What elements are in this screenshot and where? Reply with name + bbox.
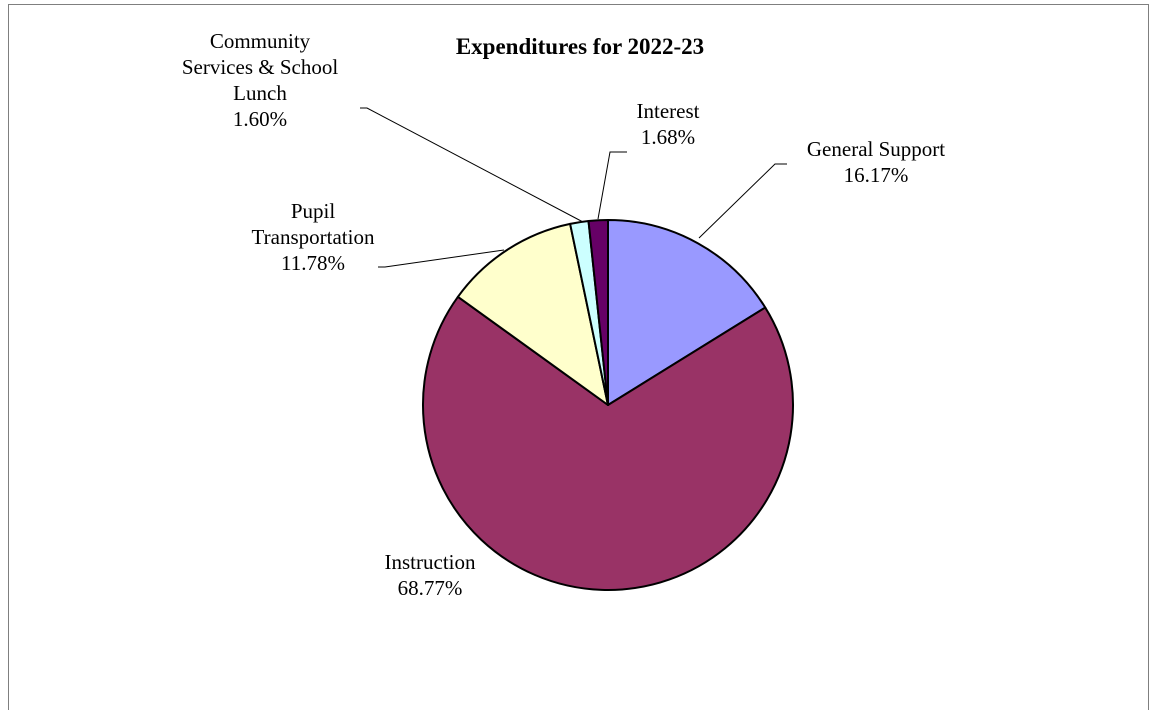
category-label: General Support bbox=[807, 137, 945, 161]
data-label-instruction: Instruction 68.77% bbox=[385, 550, 476, 600]
pie-slice-pupil-transportation bbox=[456, 222, 609, 406]
value-label: 1.68% bbox=[641, 125, 695, 149]
category-label: Transportation bbox=[252, 225, 375, 249]
data-label-interest: Interest 1.68% bbox=[637, 99, 700, 149]
pie-slices bbox=[422, 219, 794, 591]
category-label: Community bbox=[210, 29, 311, 53]
leader-line-pupil-transportation bbox=[378, 249, 505, 268]
leader-line-general-support bbox=[698, 163, 787, 239]
chart-frame bbox=[8, 4, 1149, 710]
data-label-pupil-transportation: Pupil Transportation 11.78% bbox=[252, 199, 375, 275]
pie-slice-instruction bbox=[422, 295, 794, 591]
leader-lines bbox=[360, 107, 787, 268]
leader-line-interest bbox=[597, 151, 627, 220]
category-label: Lunch bbox=[233, 81, 287, 105]
pie-slice-interest bbox=[587, 219, 609, 406]
category-label: Pupil bbox=[291, 199, 336, 223]
value-label: 68.77% bbox=[398, 576, 463, 600]
data-label-community-services: Community Services & School Lunch 1.60% bbox=[182, 29, 338, 131]
category-label: Instruction bbox=[385, 550, 476, 574]
value-label: 11.78% bbox=[281, 251, 345, 275]
chart-title: Expenditures for 2022-23 bbox=[456, 34, 704, 59]
pie-slice-general-support bbox=[607, 219, 767, 406]
value-label: 1.60% bbox=[233, 107, 287, 131]
value-label: 16.17% bbox=[844, 163, 909, 187]
data-labels: General Support 16.17% Instruction 68.77% Pu… bbox=[182, 29, 945, 600]
category-label: Services & School bbox=[182, 55, 338, 79]
category-label: Interest bbox=[637, 99, 700, 123]
leader-line-community-services bbox=[360, 107, 584, 223]
data-label-general-support: General Support 16.17% bbox=[807, 137, 945, 187]
